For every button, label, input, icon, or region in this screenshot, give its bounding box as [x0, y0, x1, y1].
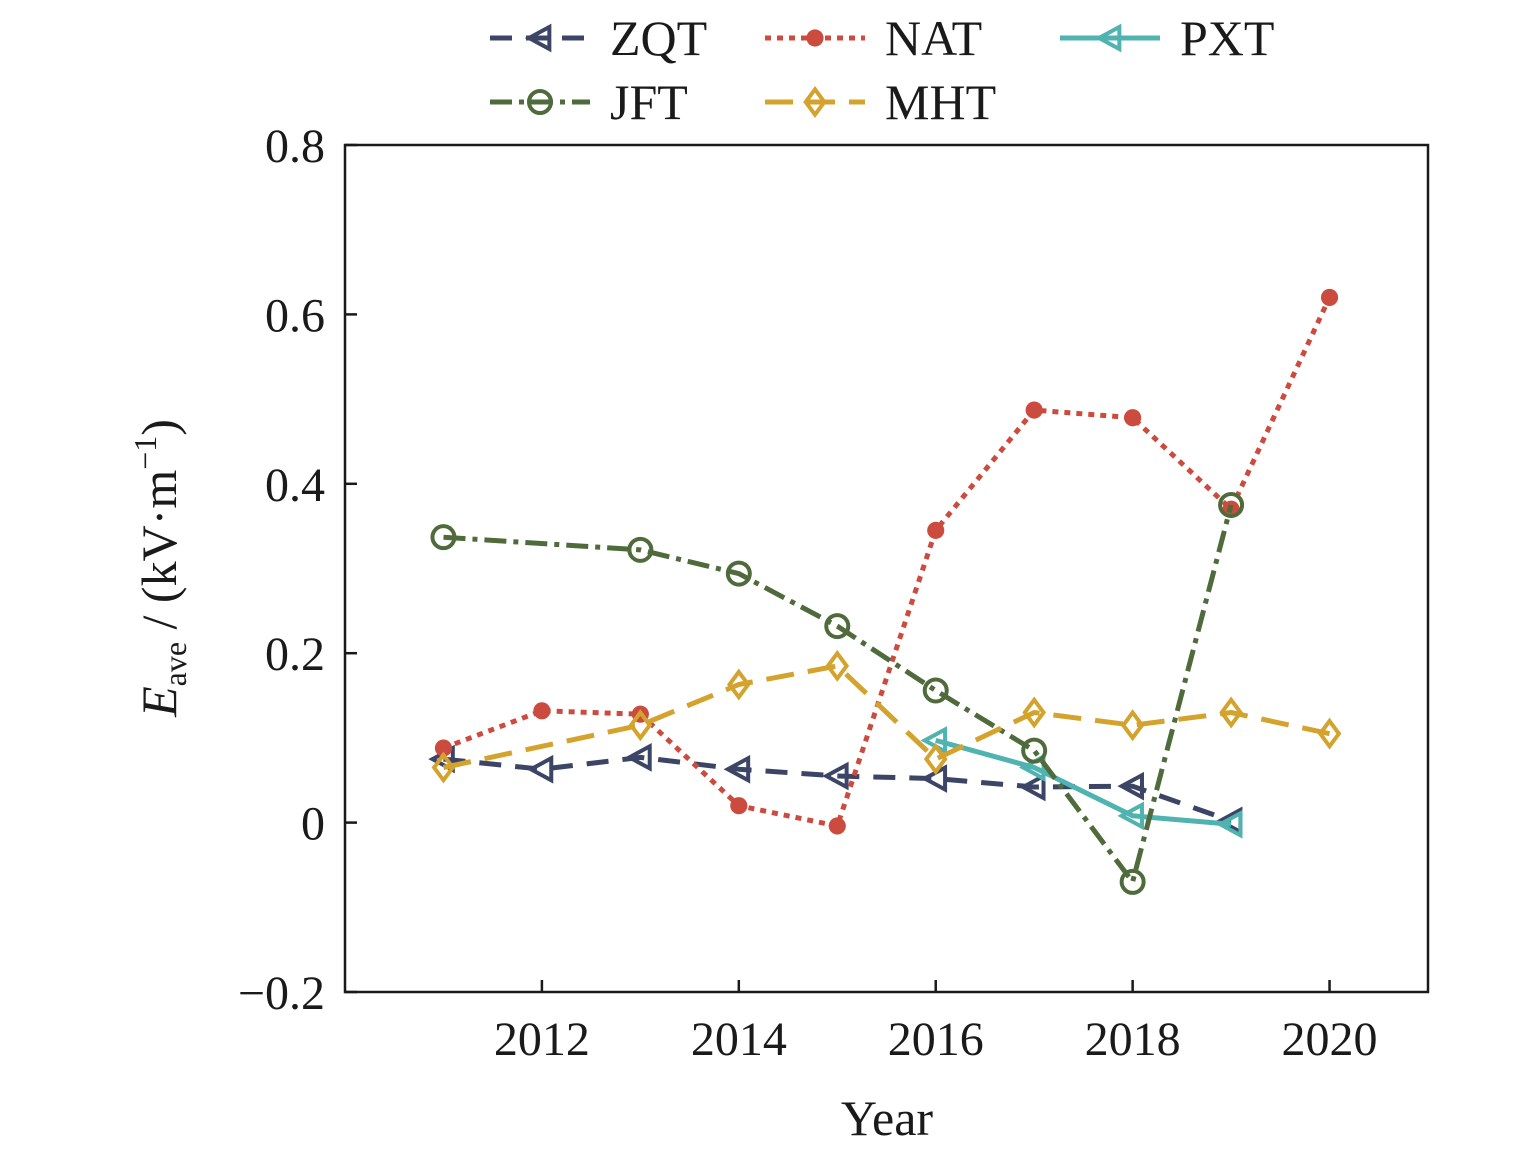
legend-entry-nat: NAT: [765, 10, 982, 66]
data-point: [625, 743, 652, 772]
plot-layer: [428, 288, 1342, 895]
legend-entry-jft: JFT: [490, 74, 688, 130]
x-tick-label: 2016: [888, 1013, 984, 1066]
data-point: [431, 751, 456, 784]
y-axis-unit-exponent: −1: [127, 436, 163, 470]
legend-entry-pxt: PXT: [1060, 10, 1274, 66]
data-point: [828, 817, 846, 835]
data-point: [923, 743, 948, 776]
y-axis-unit: / (kV·m: [131, 470, 187, 642]
data-point: [825, 649, 850, 682]
data-point: [824, 613, 851, 640]
series-nat: [434, 288, 1339, 835]
legend-entry-mht: MHT: [765, 74, 996, 130]
plot-frame: [343, 143, 1430, 994]
series-jft: [430, 491, 1245, 895]
data-point: [1117, 771, 1144, 801]
data-point: [730, 797, 748, 815]
data-point: [524, 23, 552, 53]
x-tick-label: 2012: [494, 1013, 590, 1066]
y-axis-subscript: ave: [157, 642, 193, 686]
x-tick-label: 2020: [1282, 1013, 1378, 1066]
data-point: [1317, 717, 1342, 750]
data-point: [822, 761, 849, 791]
data-point: [723, 754, 751, 784]
legend-label-zqt: ZQT: [610, 10, 707, 66]
data-point: [533, 702, 551, 720]
legend-entry-zqt: ZQT: [490, 10, 707, 66]
y-tick-label: 0.4: [265, 459, 325, 512]
data-point: [803, 85, 827, 119]
data-point: [1120, 709, 1145, 742]
data-point: [806, 29, 824, 47]
x-tick-label: 2018: [1085, 1013, 1181, 1066]
legend-label-pxt: PXT: [1180, 10, 1274, 66]
data-point: [526, 754, 554, 784]
data-point: [434, 739, 453, 757]
data-point: [1094, 23, 1122, 53]
legend-label-jft: JFT: [610, 74, 688, 130]
data-point: [628, 709, 653, 742]
y-tick-label: 0.8: [265, 120, 325, 173]
y-axis-symbol: E: [131, 686, 187, 718]
series-line-mht: [442, 663, 1331, 770]
series-line-nat: [442, 296, 1332, 829]
data-point: [527, 89, 553, 115]
y-axis-unit-close: ): [131, 419, 187, 436]
data-point: [1320, 288, 1339, 307]
data-point: [1021, 737, 1048, 764]
series-mht: [431, 649, 1342, 784]
data-point: [627, 536, 654, 563]
data-point: [726, 668, 751, 701]
y-tick-label: 0.6: [265, 289, 325, 342]
y-axis-title: Eave / (kV·m−1): [127, 419, 193, 718]
data-point: [922, 677, 949, 704]
data-point: [1018, 772, 1046, 802]
data-point: [1022, 696, 1047, 729]
data-point: [927, 521, 945, 539]
series-pxt: [920, 726, 1243, 839]
series-line-zqt: [443, 754, 1232, 824]
data-point: [1025, 401, 1043, 419]
data-point: [1119, 868, 1146, 895]
legend: ZQT NAT PXT JFT MHT: [490, 10, 1274, 130]
y-tick-label: −0.2: [238, 967, 325, 1020]
x-tick-label: 2014: [691, 1013, 787, 1066]
legend-label-mht: MHT: [885, 74, 996, 130]
x-axis-title: Year: [841, 1090, 933, 1146]
series-line-pxt: [935, 737, 1232, 827]
data-point: [1218, 491, 1245, 518]
data-point: [1219, 696, 1243, 729]
axes-layer: 2012 2014 2016 2018 2020 −0.2 0 0.2 0.4 0.6 0.8: [238, 120, 1430, 1066]
data-point: [1117, 801, 1144, 831]
data-point: [1124, 409, 1142, 427]
y-tick-label: 0.2: [265, 628, 325, 681]
y-tick-label: 0: [301, 798, 325, 851]
legend-label-nat: NAT: [885, 10, 982, 66]
data-point: [430, 524, 457, 551]
data-point: [1215, 809, 1243, 839]
data-point: [725, 560, 752, 587]
series-line-jft: [443, 504, 1234, 885]
